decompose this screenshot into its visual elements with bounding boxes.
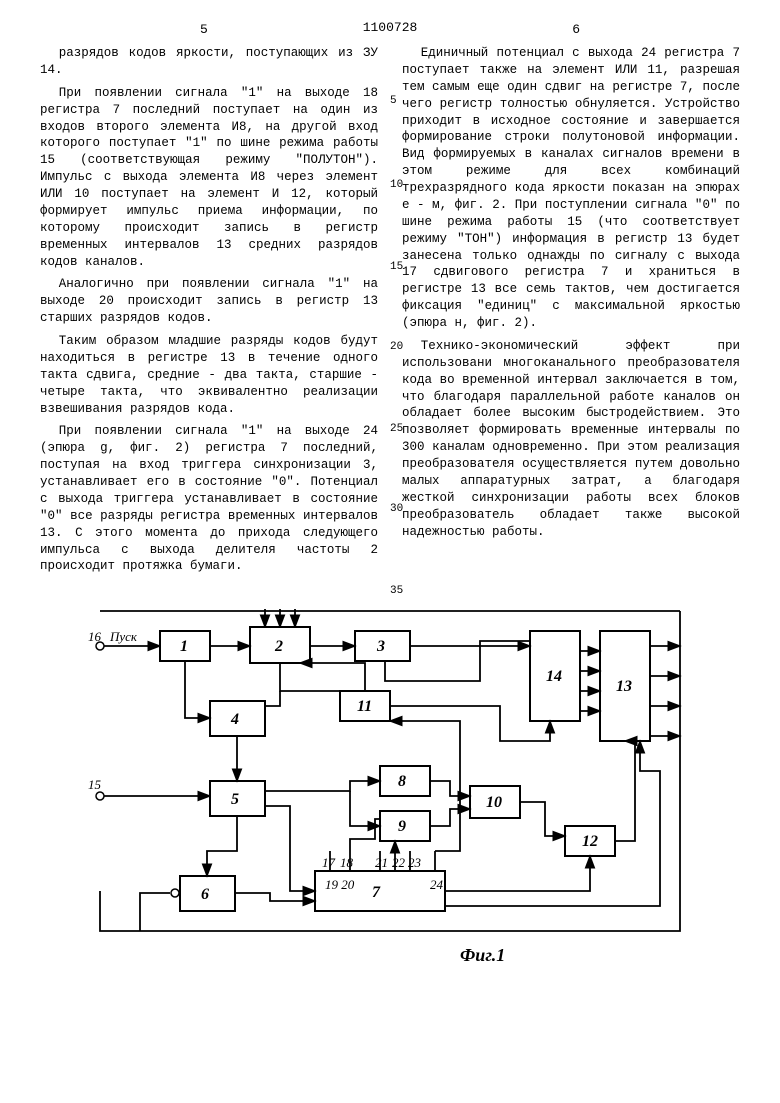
svg-text:1: 1 xyxy=(180,638,188,655)
paragraph: Единичный потенциал с выхода 24 регистра… xyxy=(402,45,740,332)
patent-number: 1100728 xyxy=(40,20,740,35)
svg-text:12: 12 xyxy=(582,833,598,850)
block-13: 13 xyxy=(600,631,650,741)
col-number-left: 5 xyxy=(200,22,208,37)
block-6: 6 xyxy=(180,876,235,911)
start-label: Пуск xyxy=(109,629,138,644)
block-1: 1 xyxy=(160,631,210,661)
block-12: 12 xyxy=(565,826,615,856)
svg-text:6: 6 xyxy=(201,886,209,903)
block-5: 5 xyxy=(210,781,265,816)
svg-text:13: 13 xyxy=(616,678,632,695)
block-14: 14 xyxy=(530,631,580,721)
right-column: Единичный потенциал с выхода 24 регистра… xyxy=(402,45,740,581)
input-label: 16 xyxy=(88,629,102,644)
input-label: 15 xyxy=(88,777,102,792)
block-11: 11 xyxy=(340,691,390,721)
paragraph: Технико-экономический эффект при использ… xyxy=(402,338,740,541)
svg-text:18: 18 xyxy=(340,855,354,870)
block-4: 4 xyxy=(210,701,265,736)
svg-text:11: 11 xyxy=(357,698,372,715)
svg-text:17: 17 xyxy=(322,855,336,870)
svg-text:3: 3 xyxy=(376,638,385,655)
svg-text:24: 24 xyxy=(430,877,444,892)
figure-caption: Фиг.1 xyxy=(460,945,505,965)
svg-text:7: 7 xyxy=(372,884,381,901)
svg-text:23: 23 xyxy=(408,855,422,870)
svg-text:5: 5 xyxy=(231,791,239,808)
svg-text:21: 21 xyxy=(375,855,388,870)
paragraph: разрядов кодов яркости, поступающих из З… xyxy=(40,45,378,79)
block-3: 3 xyxy=(355,631,410,661)
svg-text:2: 2 xyxy=(274,638,283,655)
paragraph: При появлении сигнала "1" на выходе 18 р… xyxy=(40,85,378,271)
paragraph: При появлении сигнала "1" на выходе 24 (… xyxy=(40,423,378,575)
col-number-right: 6 xyxy=(572,22,580,37)
svg-text:9: 9 xyxy=(398,818,406,835)
paragraph: Аналогично при появлении сигнала "1" на … xyxy=(40,276,378,327)
block-diagram: 16 Пуск 15 1 2 3 xyxy=(40,591,740,971)
block-9: 9 xyxy=(380,811,430,841)
left-column: разрядов кодов яркости, поступающих из З… xyxy=(40,45,378,581)
svg-text:19 20: 19 20 xyxy=(325,877,355,892)
block-8: 8 xyxy=(380,766,430,796)
block-10: 10 xyxy=(470,786,520,818)
block-2: 2 xyxy=(250,627,310,663)
text-columns: разрядов кодов яркости, поступающих из З… xyxy=(40,45,740,581)
svg-text:4: 4 xyxy=(230,711,239,728)
svg-text:10: 10 xyxy=(486,794,502,811)
svg-text:22: 22 xyxy=(392,855,406,870)
page: 5 1100728 6 5 10 15 20 25 30 35 разрядов… xyxy=(0,0,780,1103)
paragraph: Таким образом младшие разряды кодов буду… xyxy=(40,333,378,417)
svg-text:8: 8 xyxy=(398,773,406,790)
svg-text:14: 14 xyxy=(546,668,562,685)
